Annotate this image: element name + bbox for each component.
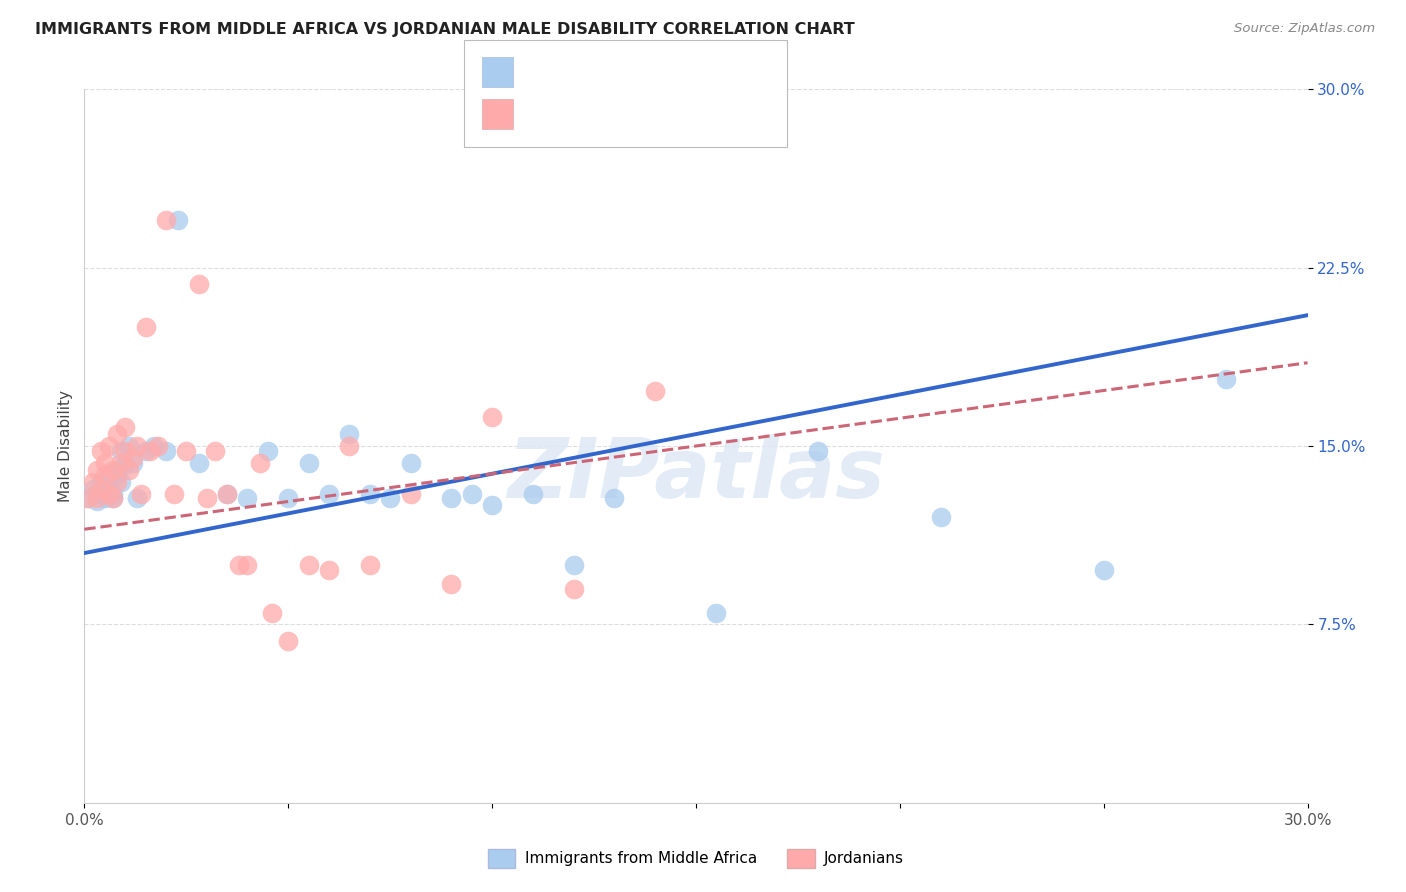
- Text: Source: ZipAtlas.com: Source: ZipAtlas.com: [1234, 22, 1375, 36]
- Point: [110, 475, 132, 489]
- Point: [249, 456, 271, 470]
- Point: [1215, 372, 1237, 386]
- Point: [163, 486, 186, 500]
- Text: ZIPatlas: ZIPatlas: [508, 434, 884, 515]
- Point: [236, 558, 259, 572]
- Point: [97, 486, 120, 500]
- Point: [440, 577, 463, 591]
- Point: [114, 458, 136, 472]
- Point: [481, 410, 503, 425]
- Point: [97, 439, 120, 453]
- Text: R = 0.156   N = 45: R = 0.156 N = 45: [524, 104, 695, 122]
- Point: [1092, 563, 1115, 577]
- Point: [122, 456, 145, 470]
- Point: [257, 443, 280, 458]
- Point: [277, 491, 299, 506]
- Point: [339, 427, 361, 442]
- Point: [929, 510, 952, 524]
- Point: [461, 486, 484, 500]
- Point: [93, 467, 115, 482]
- Point: [644, 384, 666, 399]
- Point: [105, 463, 128, 477]
- Point: [110, 443, 132, 458]
- Point: [77, 491, 100, 506]
- Point: [77, 491, 100, 506]
- Point: [110, 456, 132, 470]
- Point: [277, 634, 299, 648]
- Text: R = 0.398   N = 45: R = 0.398 N = 45: [524, 62, 695, 80]
- Point: [142, 439, 165, 453]
- Point: [82, 482, 104, 496]
- Point: [101, 486, 124, 500]
- Point: [135, 443, 157, 458]
- Point: [138, 443, 160, 458]
- Point: [155, 213, 177, 227]
- Y-axis label: Male Disability: Male Disability: [58, 390, 73, 502]
- Point: [86, 493, 108, 508]
- Point: [380, 491, 402, 506]
- Point: [90, 443, 112, 458]
- Point: [105, 475, 128, 489]
- Point: [101, 491, 124, 506]
- Point: [562, 582, 585, 596]
- Point: [155, 443, 177, 458]
- Point: [339, 439, 361, 453]
- Point: [127, 491, 149, 506]
- Point: [706, 606, 728, 620]
- Point: [82, 475, 104, 489]
- Point: [86, 463, 108, 477]
- Point: [135, 320, 157, 334]
- Point: [187, 456, 209, 470]
- Point: [105, 427, 128, 442]
- Point: [131, 486, 153, 500]
- Point: [118, 439, 141, 453]
- Point: [187, 277, 209, 292]
- Point: [146, 439, 169, 453]
- Point: [93, 491, 115, 506]
- Point: [359, 486, 381, 500]
- Point: [228, 558, 250, 572]
- Point: [86, 486, 108, 500]
- Point: [603, 491, 626, 506]
- Point: [298, 456, 321, 470]
- Point: [93, 486, 115, 500]
- Point: [217, 486, 239, 500]
- Point: [174, 443, 197, 458]
- Point: [318, 486, 340, 500]
- Point: [114, 443, 136, 458]
- Point: [101, 491, 124, 506]
- Point: [118, 463, 141, 477]
- Point: [93, 456, 115, 470]
- Point: [481, 499, 503, 513]
- Point: [399, 486, 422, 500]
- Point: [236, 491, 259, 506]
- Point: [122, 450, 145, 465]
- Point: [298, 558, 321, 572]
- Point: [86, 491, 108, 506]
- Point: [260, 606, 283, 620]
- Legend: Immigrants from Middle Africa, Jordanians: Immigrants from Middle Africa, Jordanian…: [482, 843, 910, 873]
- Point: [522, 486, 544, 500]
- Point: [127, 439, 149, 453]
- Point: [167, 213, 190, 227]
- Point: [318, 563, 340, 577]
- Point: [105, 467, 128, 482]
- Point: [114, 420, 136, 434]
- Point: [217, 486, 239, 500]
- Point: [97, 467, 120, 482]
- Point: [562, 558, 585, 572]
- Text: IMMIGRANTS FROM MIDDLE AFRICA VS JORDANIAN MALE DISABILITY CORRELATION CHART: IMMIGRANTS FROM MIDDLE AFRICA VS JORDANI…: [35, 22, 855, 37]
- Point: [90, 482, 112, 496]
- Point: [101, 463, 124, 477]
- Point: [807, 443, 830, 458]
- Point: [359, 558, 381, 572]
- Point: [204, 443, 226, 458]
- Point: [195, 491, 218, 506]
- Point: [90, 475, 112, 489]
- Point: [97, 482, 120, 496]
- Point: [440, 491, 463, 506]
- Point: [399, 456, 422, 470]
